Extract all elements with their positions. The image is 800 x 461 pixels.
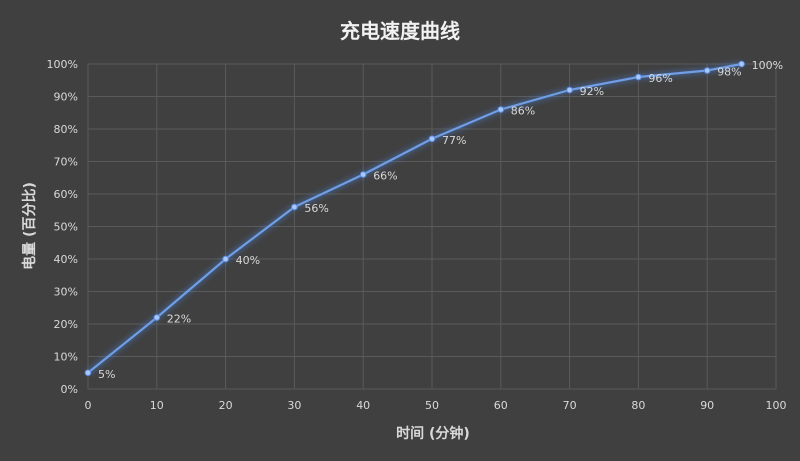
y-tick-label: 40% — [54, 253, 78, 266]
data-point — [703, 67, 711, 74]
data-point — [291, 203, 298, 211]
data-label: 40% — [236, 254, 260, 267]
x-tick-label: 0 — [85, 399, 92, 412]
data-label: 5% — [98, 368, 115, 381]
x-tick-label: 20 — [219, 399, 233, 412]
data-point — [738, 60, 745, 68]
x-tick-label: 70 — [563, 399, 577, 412]
y-tick-label: 10% — [54, 351, 78, 364]
series-line-glow — [85, 60, 743, 376]
data-label: 98% — [717, 66, 741, 79]
x-tick-label: 90 — [700, 399, 714, 412]
x-tick-label: 60 — [494, 399, 508, 412]
y-tick-label: 70% — [54, 156, 78, 169]
data-point — [153, 314, 161, 321]
x-tick-label: 30 — [287, 399, 301, 412]
x-axis-title: 时间 (分钟) — [396, 425, 470, 442]
y-tick-label: 50% — [54, 221, 78, 234]
y-tick-label: 30% — [54, 286, 78, 299]
data-label: 77% — [442, 134, 466, 147]
data-point — [428, 135, 436, 143]
data-label: 66% — [373, 170, 397, 183]
y-tick-label: 80% — [54, 123, 78, 136]
y-tick-label: 100% — [47, 58, 78, 71]
series-charge — [84, 60, 745, 377]
data-label: 96% — [648, 72, 672, 85]
data-label: 92% — [580, 85, 604, 98]
x-tick-label: 40 — [356, 399, 370, 412]
y-tick-label: 90% — [54, 91, 78, 104]
chart-title: 充电速度曲线 — [340, 19, 460, 43]
y-tick-label: 20% — [54, 318, 78, 331]
data-point — [635, 73, 642, 81]
gridlines — [87, 63, 777, 390]
data-point — [84, 369, 92, 377]
x-tick-label: 80 — [631, 399, 645, 412]
y-axis-title: 电量 (百分比) — [21, 182, 38, 270]
data-point — [359, 171, 367, 178]
x-tick-label: 10 — [150, 399, 164, 412]
data-point — [222, 255, 229, 263]
series-line — [87, 62, 742, 374]
data-label: 86% — [511, 105, 535, 118]
x-tick-label: 50 — [425, 399, 439, 412]
data-label: 56% — [304, 202, 328, 215]
y-tick-label: 0% — [61, 383, 78, 396]
x-axis-ticks: 0 10 20 30 40 50 60 70 80 90 100 — [85, 399, 787, 412]
data-point — [566, 86, 573, 94]
y-tick-label: 60% — [54, 188, 78, 201]
data-labels: 5% 22% 40% 56% 66% 77% 86% 92% 96% 98% 100% — [98, 59, 783, 381]
data-point — [497, 106, 505, 113]
data-label: 22% — [167, 313, 191, 326]
y-axis-ticks: 0% 10% 20% 30% 40% 50% 60% 70% 80% 90% 100% — [47, 58, 78, 396]
data-label: 100% — [752, 59, 783, 72]
x-tick-label: 100 — [766, 399, 787, 412]
